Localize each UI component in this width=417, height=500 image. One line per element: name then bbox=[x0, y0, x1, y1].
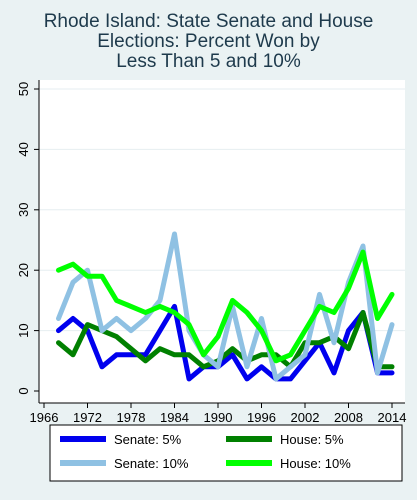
y-tick-label: 50 bbox=[16, 82, 31, 96]
legend-box bbox=[49, 424, 403, 482]
legend-label: Senate: 5% bbox=[114, 432, 182, 447]
x-tick-label: 1972 bbox=[73, 410, 102, 425]
y-tick-label: 30 bbox=[16, 203, 31, 217]
x-tick-label: 1984 bbox=[160, 410, 189, 425]
x-tick-label: 2002 bbox=[291, 410, 320, 425]
x-tick-label: 1990 bbox=[204, 410, 233, 425]
chart-title: Rhode Island: State Senate and House Ele… bbox=[0, 12, 417, 72]
y-tick-label: 40 bbox=[16, 142, 31, 156]
chart-title-line-3: Less Than 5 and 10% bbox=[116, 51, 301, 72]
series-line-2 bbox=[56, 231, 395, 382]
legend-label: House: 10% bbox=[280, 456, 351, 471]
y-tick-label: 0 bbox=[16, 387, 31, 394]
chart-title-line-1: Rhode Island: State Senate and House bbox=[43, 11, 374, 32]
x-tick-label: 1996 bbox=[247, 410, 276, 425]
y-tick-label: 20 bbox=[16, 263, 31, 277]
series-line-3 bbox=[56, 249, 395, 364]
legend-label: House: 5% bbox=[280, 432, 344, 447]
legend-label: Senate: 10% bbox=[114, 456, 189, 471]
y-tick-label: 10 bbox=[16, 323, 31, 337]
x-tick-label: 2014 bbox=[378, 410, 407, 425]
x-tick-label: 2008 bbox=[334, 410, 363, 425]
chart-title-line-2: Elections: Percent Won by bbox=[97, 31, 320, 52]
x-tick-label: 1978 bbox=[117, 410, 146, 425]
x-tick-label: 1966 bbox=[30, 410, 59, 425]
series-line-0 bbox=[56, 303, 395, 382]
